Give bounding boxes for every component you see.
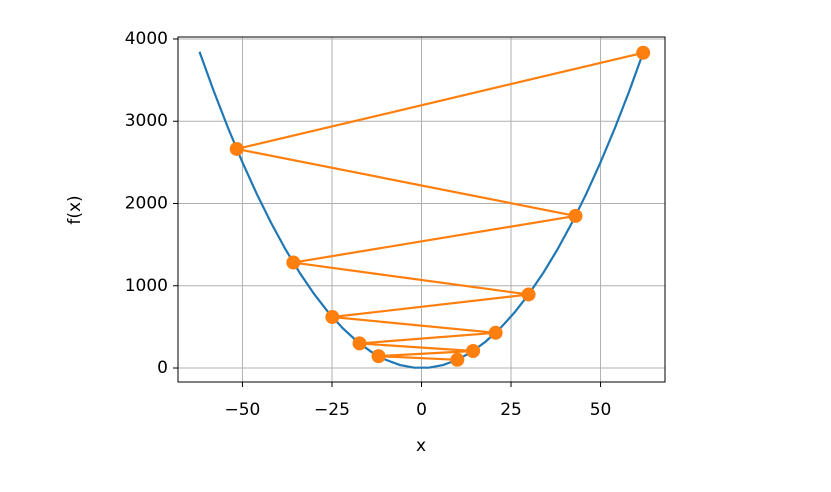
x-tick-label: −25 [314,400,350,420]
y-axis-label: f(x) [65,195,85,224]
point [229,141,244,156]
point [371,349,386,364]
point [466,343,481,358]
series-line [236,51,644,361]
point [568,208,583,223]
x-axis-label: x [416,436,426,456]
point [286,255,301,270]
y-tick-label: 2000 [125,193,168,213]
x-tick-label: 50 [590,400,612,420]
point [488,325,503,340]
point [450,352,465,367]
y-tick-label: 3000 [125,111,168,131]
series-line [198,51,645,369]
point [325,310,340,325]
y-tick-label: 1000 [125,276,168,296]
point [521,287,536,302]
plot-frame [177,36,666,383]
y-tick-label: 4000 [125,29,168,49]
point [352,336,367,351]
point [636,45,651,60]
y-tick-label: 0 [157,358,168,378]
x-tick-label: 25 [500,400,522,420]
x-tick-label: −50 [225,400,261,420]
x-tick-label: 0 [416,400,427,420]
